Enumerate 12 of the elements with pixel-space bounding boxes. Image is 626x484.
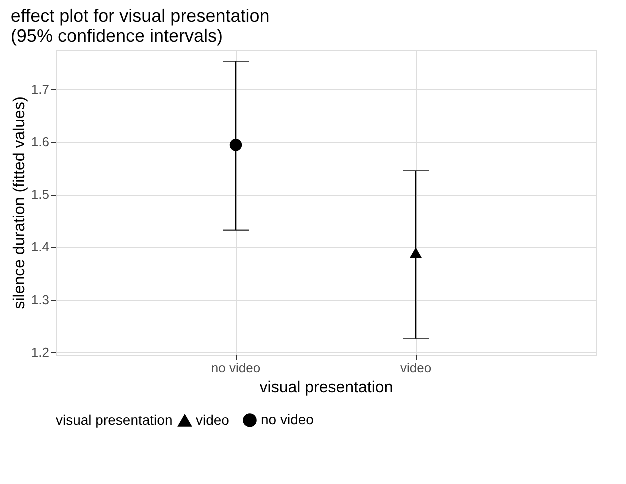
y-tick-label: 1.2 xyxy=(31,344,50,360)
y-tick-label: 1.5 xyxy=(31,187,50,202)
y-tick-label: 1.7 xyxy=(31,82,50,97)
legend-label: video xyxy=(196,412,230,428)
legend-title: visual presentation xyxy=(56,412,173,428)
x-axis-title: visual presentation xyxy=(260,380,394,396)
legend-label: no video xyxy=(261,411,314,428)
y-axis-title: silence duration (fitted values) xyxy=(11,96,28,310)
y-tick-label: 1.6 xyxy=(31,134,50,150)
y-tick-label: 1.3 xyxy=(31,292,50,308)
chart-title: effect plot for visual presentation (95% confidence intervals) xyxy=(10,6,270,46)
y-tick-label: 1.4 xyxy=(31,240,50,255)
